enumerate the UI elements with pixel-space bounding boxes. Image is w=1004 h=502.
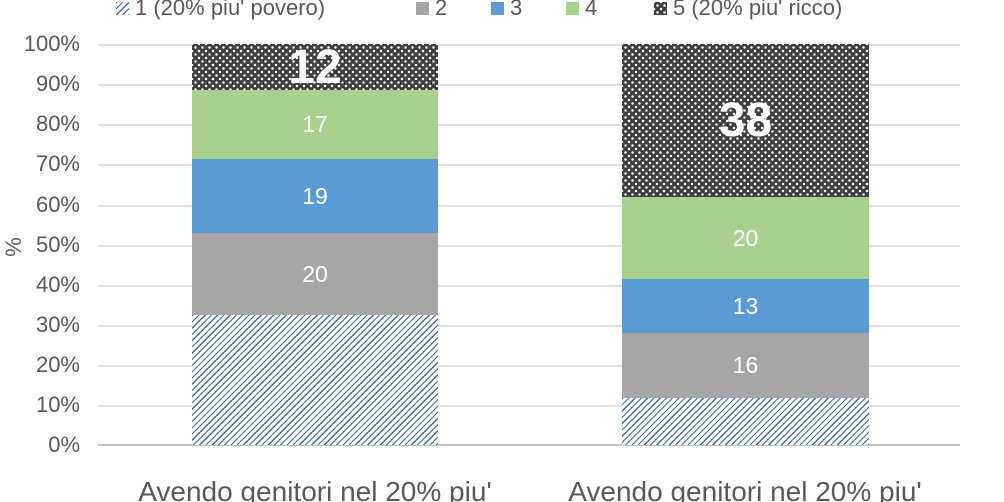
legend-item-quintile2: 2 bbox=[416, 0, 447, 21]
y-axis-tick: 60% bbox=[35, 192, 80, 217]
data-label: 20 bbox=[302, 260, 328, 287]
bar-column-2: 38 20 13 16 bbox=[622, 44, 869, 445]
hatch-swatch-icon bbox=[116, 1, 129, 15]
legend-label: 1 (20% piu' povero) bbox=[135, 0, 326, 20]
data-label: 13 bbox=[732, 292, 759, 319]
data-label: 12 bbox=[288, 40, 342, 94]
legend-item-quintile1: 1 (20% piu' povero) bbox=[116, 0, 325, 21]
data-label: 38 bbox=[718, 94, 773, 147]
y-axis-tick: 80% bbox=[35, 111, 80, 136]
bar1-segment-quintile4: 17 bbox=[192, 90, 438, 159]
bar2-segment-quintile4: 20 bbox=[622, 197, 869, 279]
legend-item-quintile4: 4 bbox=[566, 0, 597, 21]
legend-label: 4 bbox=[585, 0, 598, 20]
y-axis-tick: 50% bbox=[35, 232, 80, 257]
legend-label: 5 (20% piu' ricco) bbox=[673, 0, 843, 20]
x-axis-line bbox=[98, 444, 960, 446]
y-axis-tick: 0% bbox=[48, 432, 80, 457]
bar2-segment-quintile5: 38 bbox=[622, 44, 869, 197]
gridline-40 bbox=[98, 285, 960, 287]
bar2-segment-quintile1 bbox=[622, 398, 869, 445]
legend-label: 2 bbox=[435, 0, 448, 20]
bar1-segment-quintile5: 12 bbox=[192, 41, 438, 94]
bar1-segment-quintile2: 20 bbox=[192, 233, 438, 315]
green-swatch-icon bbox=[566, 1, 579, 15]
gridline-70 bbox=[98, 164, 960, 166]
y-axis-tick: 40% bbox=[35, 272, 80, 297]
y-axis-tick: 20% bbox=[35, 352, 80, 377]
category-label-1: Avendo genitori nel 20% piu' bbox=[138, 476, 492, 502]
gridline-10 bbox=[98, 405, 960, 407]
data-label: 20 bbox=[732, 224, 759, 251]
dotted-swatch-icon bbox=[654, 1, 667, 15]
gridline-80 bbox=[98, 124, 960, 126]
blue-swatch-icon bbox=[491, 1, 504, 15]
gridline-30 bbox=[98, 325, 960, 327]
legend-label: 3 bbox=[510, 0, 523, 20]
y-axis-tick: 90% bbox=[35, 71, 80, 96]
bar1-segment-quintile1 bbox=[192, 315, 438, 445]
bar2-segment-quintile2: 16 bbox=[622, 333, 869, 398]
gray-swatch-icon bbox=[416, 1, 429, 15]
gridline-60 bbox=[98, 205, 960, 207]
y-axis-tick: 100% bbox=[23, 31, 80, 56]
gridline-20 bbox=[98, 365, 960, 367]
bar1-segment-quintile3: 19 bbox=[192, 159, 438, 233]
gridline-90 bbox=[98, 84, 960, 86]
y-axis-tick: 10% bbox=[35, 392, 80, 417]
category-label-2: Avendo genitori nel 20% piu' bbox=[568, 476, 922, 502]
data-label: 19 bbox=[302, 182, 328, 209]
bar-column-1: 12 17 19 20 bbox=[192, 41, 438, 445]
gridline-50 bbox=[98, 245, 960, 247]
legend-item-quintile3: 3 bbox=[491, 0, 522, 21]
data-label: 16 bbox=[732, 352, 759, 378]
data-label: 17 bbox=[302, 111, 328, 137]
legend-item-quintile5: 5 (20% piu' ricco) bbox=[654, 0, 842, 21]
gridline-100 bbox=[98, 44, 960, 46]
y-axis-tick: 70% bbox=[35, 151, 80, 176]
y-axis-tick: 30% bbox=[35, 312, 80, 337]
bar2-segment-quintile3: 13 bbox=[622, 279, 869, 333]
